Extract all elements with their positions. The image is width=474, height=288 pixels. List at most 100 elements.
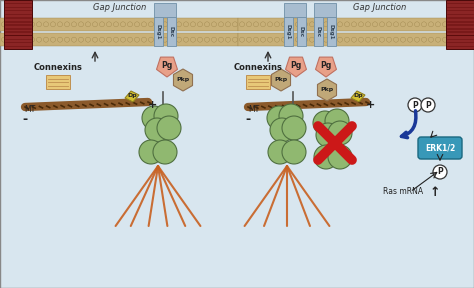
- Text: Dsg1: Dsg1: [329, 24, 334, 39]
- Circle shape: [154, 104, 178, 128]
- Circle shape: [183, 22, 189, 27]
- Circle shape: [204, 22, 210, 27]
- Bar: [297, 17, 306, 46]
- Polygon shape: [316, 57, 337, 77]
- Circle shape: [352, 37, 356, 42]
- Polygon shape: [156, 57, 177, 77]
- Circle shape: [183, 37, 189, 42]
- Circle shape: [100, 37, 104, 42]
- Circle shape: [92, 37, 98, 42]
- Circle shape: [44, 22, 48, 27]
- Circle shape: [72, 37, 76, 42]
- Circle shape: [36, 37, 42, 42]
- Bar: [284, 17, 293, 46]
- Bar: [284, 3, 306, 17]
- Circle shape: [365, 37, 371, 42]
- Circle shape: [337, 22, 343, 27]
- Circle shape: [393, 22, 399, 27]
- Circle shape: [211, 22, 217, 27]
- Circle shape: [142, 22, 146, 27]
- Circle shape: [267, 106, 291, 130]
- Circle shape: [380, 22, 384, 27]
- Circle shape: [289, 22, 293, 27]
- Text: P: P: [437, 168, 443, 177]
- Circle shape: [64, 37, 70, 42]
- Circle shape: [170, 22, 174, 27]
- Circle shape: [393, 37, 399, 42]
- Polygon shape: [173, 69, 192, 91]
- Text: +: +: [366, 100, 375, 110]
- Text: MT: MT: [24, 105, 35, 115]
- Polygon shape: [272, 69, 291, 91]
- Circle shape: [323, 37, 328, 42]
- Bar: [446, 0, 474, 35]
- Text: Pkp: Pkp: [274, 77, 288, 82]
- Circle shape: [142, 37, 146, 42]
- Bar: [46, 75, 70, 89]
- Text: +: +: [148, 100, 158, 110]
- Circle shape: [408, 22, 412, 27]
- Circle shape: [72, 22, 76, 27]
- Circle shape: [57, 37, 63, 42]
- Text: Dsc: Dsc: [169, 26, 174, 37]
- Bar: [0, 18, 238, 31]
- Circle shape: [36, 22, 42, 27]
- Circle shape: [239, 22, 245, 27]
- Circle shape: [428, 22, 434, 27]
- Circle shape: [443, 22, 447, 27]
- Circle shape: [267, 22, 273, 27]
- Circle shape: [163, 37, 167, 42]
- Circle shape: [1, 22, 7, 27]
- Circle shape: [464, 22, 468, 27]
- Circle shape: [428, 37, 434, 42]
- Text: Gap Junction: Gap Junction: [93, 3, 146, 12]
- Circle shape: [365, 22, 371, 27]
- Circle shape: [44, 37, 48, 42]
- Polygon shape: [318, 79, 337, 101]
- Circle shape: [246, 22, 252, 27]
- Circle shape: [79, 22, 83, 27]
- Circle shape: [219, 22, 224, 27]
- Circle shape: [142, 106, 166, 130]
- Circle shape: [22, 37, 27, 42]
- Circle shape: [57, 22, 63, 27]
- Circle shape: [9, 22, 13, 27]
- Circle shape: [317, 22, 321, 27]
- Circle shape: [270, 118, 294, 142]
- Polygon shape: [351, 91, 365, 102]
- Circle shape: [317, 37, 321, 42]
- Circle shape: [153, 140, 177, 164]
- Circle shape: [282, 116, 306, 140]
- Circle shape: [233, 22, 237, 27]
- Circle shape: [289, 37, 293, 42]
- FancyBboxPatch shape: [418, 137, 462, 159]
- Bar: [327, 17, 336, 46]
- Circle shape: [204, 37, 210, 42]
- Circle shape: [198, 22, 202, 27]
- Circle shape: [313, 111, 337, 135]
- Circle shape: [456, 22, 462, 27]
- Circle shape: [337, 37, 343, 42]
- Circle shape: [325, 109, 349, 133]
- Bar: [154, 17, 163, 46]
- Circle shape: [85, 22, 91, 27]
- Polygon shape: [125, 91, 139, 102]
- Circle shape: [79, 37, 83, 42]
- Text: Dsc: Dsc: [316, 26, 321, 37]
- Circle shape: [148, 22, 154, 27]
- Circle shape: [449, 37, 455, 42]
- Circle shape: [157, 116, 181, 140]
- Circle shape: [421, 37, 427, 42]
- Circle shape: [9, 37, 13, 42]
- Circle shape: [345, 22, 349, 27]
- Circle shape: [113, 22, 118, 27]
- Circle shape: [145, 118, 169, 142]
- Circle shape: [433, 165, 447, 179]
- Circle shape: [449, 22, 455, 27]
- Circle shape: [310, 37, 315, 42]
- Text: Dsc: Dsc: [299, 26, 304, 37]
- Circle shape: [176, 37, 182, 42]
- Circle shape: [295, 37, 301, 42]
- Circle shape: [464, 37, 468, 42]
- Bar: [314, 17, 323, 46]
